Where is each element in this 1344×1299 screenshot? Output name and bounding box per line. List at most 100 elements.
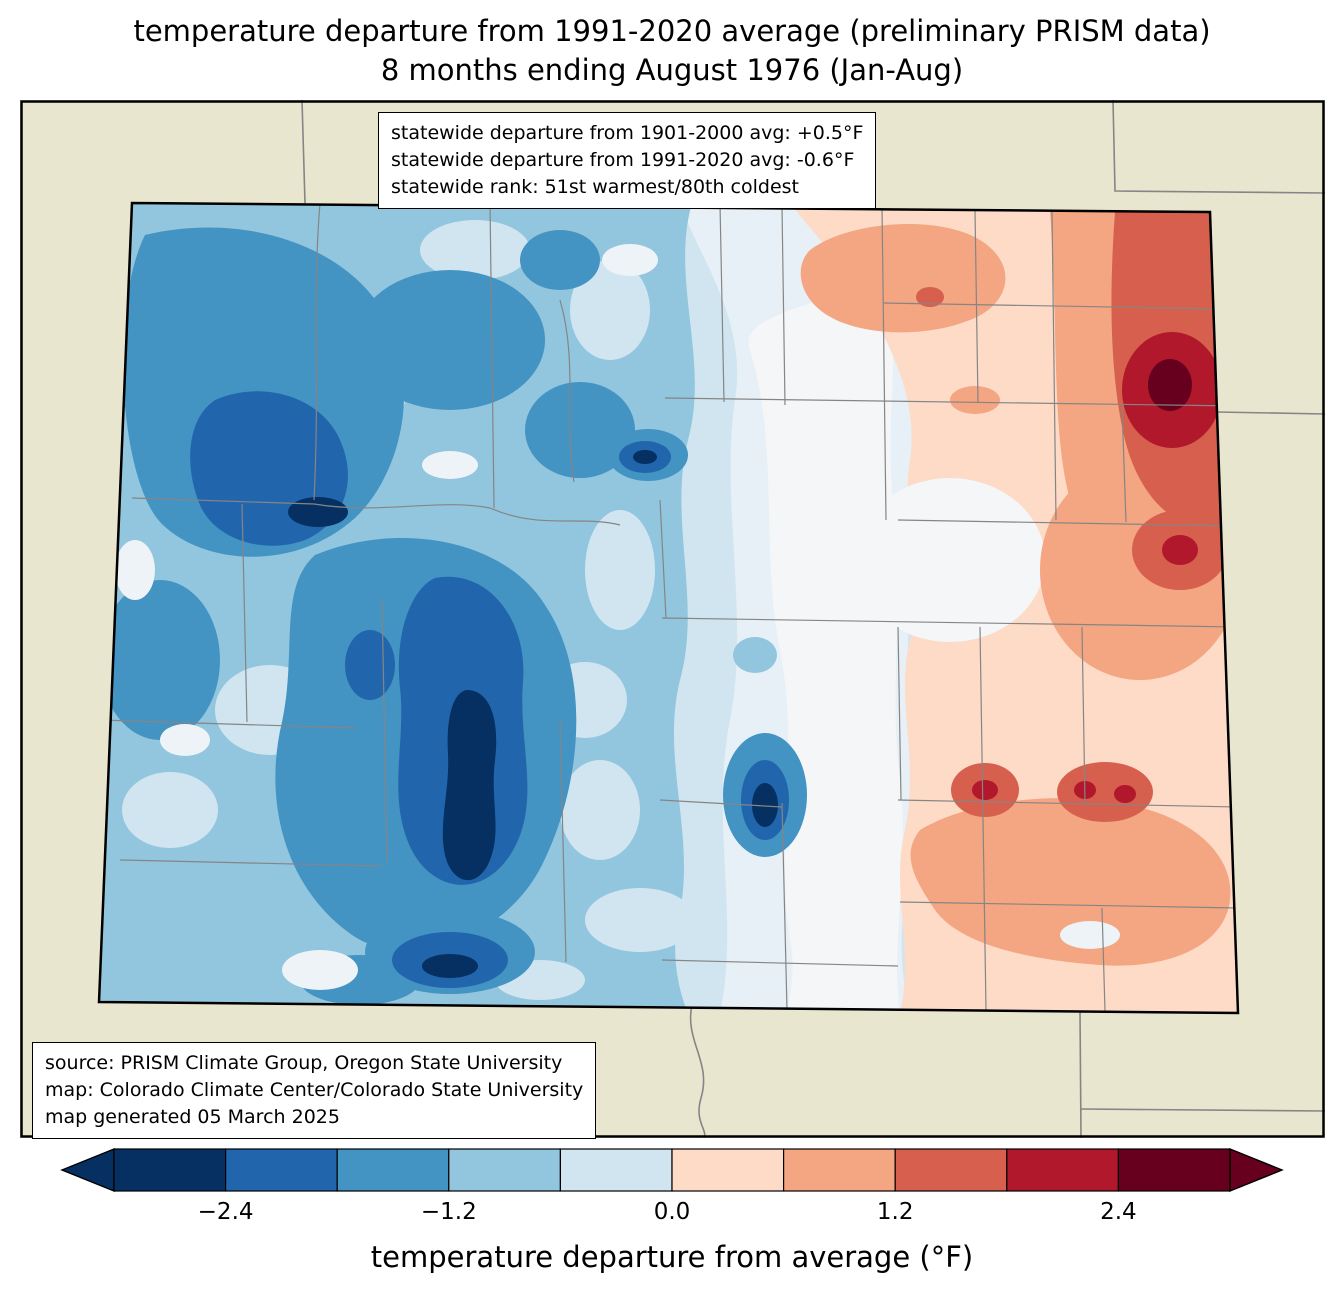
blob bbox=[950, 386, 1000, 414]
county-border-line bbox=[897, 626, 902, 801]
neighbor-border-line bbox=[1079, 1011, 1082, 1138]
blob bbox=[160, 724, 210, 756]
blob bbox=[420, 220, 530, 280]
blob bbox=[602, 244, 658, 276]
colorbar-right-arrow bbox=[1229, 1147, 1284, 1193]
county-border-line bbox=[1101, 907, 1106, 1012]
colorbar-tick-label: 1.2 bbox=[876, 1199, 914, 1225]
blob bbox=[855, 478, 1045, 642]
colorbar-left-arrow bbox=[60, 1147, 115, 1193]
map-panel: statewide departure from 1901-2000 avg: … bbox=[20, 100, 1325, 1139]
county-border-line bbox=[313, 203, 321, 501]
county-border-line bbox=[489, 203, 495, 509]
county-border-line bbox=[313, 503, 491, 509]
blob bbox=[288, 497, 348, 527]
blob bbox=[520, 230, 600, 290]
blob bbox=[122, 772, 218, 848]
county-border-line bbox=[1081, 626, 1086, 804]
blob bbox=[570, 260, 650, 360]
title-line-1: temperature departure from 1991-2020 ave… bbox=[133, 14, 1211, 48]
county-border-line bbox=[897, 799, 1238, 808]
county-border-line bbox=[719, 203, 725, 403]
source-line-3: map generated 05 March 2025 bbox=[45, 1106, 340, 1128]
colorbar-svg bbox=[60, 1147, 1284, 1193]
colorbar-segment bbox=[559, 1148, 673, 1192]
blob bbox=[1060, 921, 1120, 949]
blob bbox=[560, 760, 640, 860]
blob bbox=[355, 270, 545, 410]
title-line-2: 8 months ending August 1976 (Jan-Aug) bbox=[380, 53, 964, 87]
stats-line-2: statewide departure from 1991-2020 avg: … bbox=[391, 149, 855, 171]
county-border-line bbox=[883, 302, 1226, 310]
statewide-stats-box: statewide departure from 1901-2000 avg: … bbox=[378, 112, 877, 209]
colorbar-segment bbox=[782, 1148, 896, 1192]
blob bbox=[733, 637, 777, 673]
page-title: temperature departure from 1991-2020 ave… bbox=[0, 12, 1344, 90]
county-border-line bbox=[661, 959, 899, 967]
colorbar-tick-label: 2.4 bbox=[1100, 1199, 1137, 1225]
county-border-line bbox=[899, 901, 1238, 909]
county-border-line bbox=[559, 299, 575, 483]
colorbar-segment bbox=[448, 1148, 561, 1192]
county-border-line bbox=[661, 617, 1238, 628]
colorbar-axis-label: temperature departure from average (°F) bbox=[370, 1240, 974, 1274]
blob bbox=[422, 954, 478, 978]
river-line bbox=[689, 1004, 706, 1138]
county-border-line bbox=[559, 719, 567, 963]
blob bbox=[585, 510, 655, 630]
colorbar-segment bbox=[1117, 1148, 1231, 1192]
county-border-line bbox=[131, 497, 315, 505]
blob bbox=[282, 950, 358, 990]
blob bbox=[115, 540, 155, 600]
colorado-state-border bbox=[97, 201, 1240, 1015]
blob bbox=[972, 780, 998, 800]
blob bbox=[752, 783, 778, 827]
blob bbox=[916, 287, 944, 307]
map-frame bbox=[20, 100, 1325, 1138]
contour-level-darkest-red bbox=[1148, 359, 1192, 411]
colorbar-ticks: −2.4 −1.2 0.0 1.2 2.4 bbox=[0, 1199, 1344, 1231]
stats-line-3: statewide rank: 51st warmest/80th coldes… bbox=[391, 176, 800, 198]
colorbar-segment bbox=[1006, 1148, 1119, 1192]
blob bbox=[345, 630, 395, 700]
county-border-line bbox=[781, 802, 788, 1011]
county-border-line bbox=[119, 859, 383, 867]
contour-white-patches bbox=[115, 244, 1120, 990]
neighbor-border-line bbox=[1080, 1108, 1325, 1112]
county-border-line bbox=[99, 719, 356, 729]
county-border-line bbox=[881, 207, 887, 521]
blob bbox=[910, 798, 1231, 966]
source-attribution-box: source: PRISM Climate Group, Oregon Stat… bbox=[32, 1042, 597, 1139]
county-border-line bbox=[781, 206, 786, 406]
county-borders bbox=[99, 203, 1238, 1012]
blob bbox=[525, 382, 635, 478]
blob bbox=[442, 690, 497, 881]
source-line-2: map: Colorado Climate Center/Colorado St… bbox=[45, 1079, 584, 1101]
county-border-line bbox=[1051, 210, 1057, 521]
colorbar-segment bbox=[225, 1148, 338, 1192]
blob bbox=[1114, 785, 1136, 803]
colorbar-segment bbox=[894, 1148, 1008, 1192]
colorbar-tick-label: −2.4 bbox=[197, 1199, 254, 1225]
colorbar-segment bbox=[113, 1148, 227, 1192]
neighbor-border-line bbox=[1216, 411, 1325, 415]
county-border-line bbox=[664, 397, 1238, 407]
county-border-line bbox=[659, 799, 783, 808]
colorbar bbox=[60, 1147, 1284, 1193]
county-border-line bbox=[974, 209, 979, 404]
blob bbox=[1148, 359, 1192, 411]
colorbar-tick-label: −1.2 bbox=[420, 1199, 477, 1225]
neighbor-state-borders bbox=[301, 100, 1325, 1138]
blob bbox=[1057, 762, 1153, 822]
county-border-line bbox=[1121, 405, 1127, 523]
county-border-line bbox=[897, 519, 1238, 527]
blob bbox=[100, 580, 220, 740]
blob bbox=[1162, 535, 1198, 565]
blob bbox=[585, 888, 695, 952]
contour-level-blue-darkest bbox=[288, 450, 778, 978]
state-interior bbox=[99, 203, 1238, 1013]
county-border-line bbox=[659, 499, 667, 619]
source-line-1: source: PRISM Climate Group, Oregon Stat… bbox=[45, 1052, 563, 1074]
county-border-line bbox=[241, 503, 248, 723]
blob bbox=[633, 450, 657, 464]
